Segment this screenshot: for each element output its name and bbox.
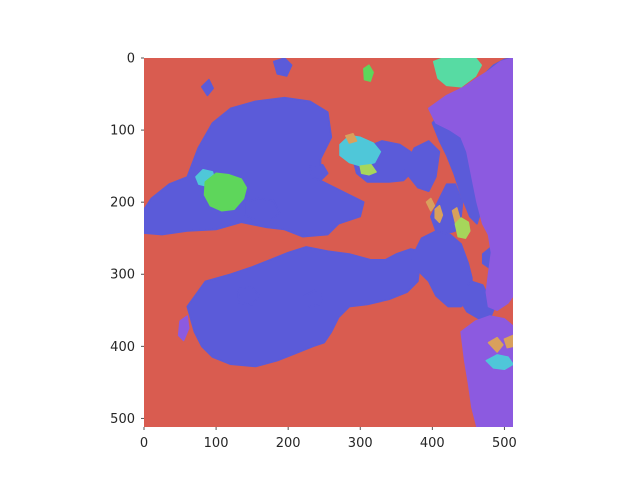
region-blue-1 bbox=[186, 246, 423, 368]
region-purple-16 bbox=[427, 58, 513, 311]
region-orange-26 bbox=[425, 197, 436, 212]
region-blue-0 bbox=[144, 96, 365, 238]
region-blue-3 bbox=[402, 140, 441, 193]
x-axis: 0 100 200 300 400 500 bbox=[140, 427, 517, 451]
y-tick-label-300: 300 bbox=[110, 268, 135, 283]
x-tick-label-400: 400 bbox=[420, 436, 445, 451]
region-blue-9 bbox=[244, 197, 281, 221]
region-orange-30 bbox=[503, 334, 513, 349]
heatmap-regions bbox=[144, 58, 513, 427]
region-green-25 bbox=[363, 64, 374, 82]
region-olive-33 bbox=[359, 163, 377, 176]
y-axis: 0 100 200 300 400 500 bbox=[110, 52, 144, 427]
region-mint-20 bbox=[432, 58, 483, 88]
x-tick-label-0: 0 bbox=[140, 436, 148, 451]
region-orange-31 bbox=[345, 132, 358, 144]
region-orange-27 bbox=[434, 204, 444, 224]
region-blue-15 bbox=[309, 163, 329, 182]
y-tick-label-500: 500 bbox=[110, 412, 135, 427]
x-tick-label-200: 200 bbox=[276, 436, 301, 451]
region-blue-14 bbox=[272, 58, 293, 77]
y-tick-label-100: 100 bbox=[110, 124, 135, 139]
x-tick-label-100: 100 bbox=[204, 436, 229, 451]
region-orange-29 bbox=[487, 336, 504, 353]
y-tick-label-200: 200 bbox=[110, 196, 135, 211]
x-tick-label-300: 300 bbox=[348, 436, 373, 451]
region-purple-19 bbox=[502, 199, 513, 243]
y-tick-label-0: 0 bbox=[127, 52, 135, 67]
region-blue-12 bbox=[303, 289, 324, 308]
region-blue-13 bbox=[200, 78, 214, 97]
region-purple-18 bbox=[177, 315, 190, 342]
region-green-24 bbox=[203, 172, 248, 212]
region-orange-28 bbox=[451, 207, 461, 224]
region-blue-7 bbox=[456, 280, 495, 320]
y-tick-label-400: 400 bbox=[110, 340, 135, 355]
region-cyan-23 bbox=[485, 354, 513, 371]
region-olive-32 bbox=[454, 217, 471, 239]
region-blue-11 bbox=[236, 286, 261, 306]
x-tick-label-500: 500 bbox=[492, 436, 517, 451]
